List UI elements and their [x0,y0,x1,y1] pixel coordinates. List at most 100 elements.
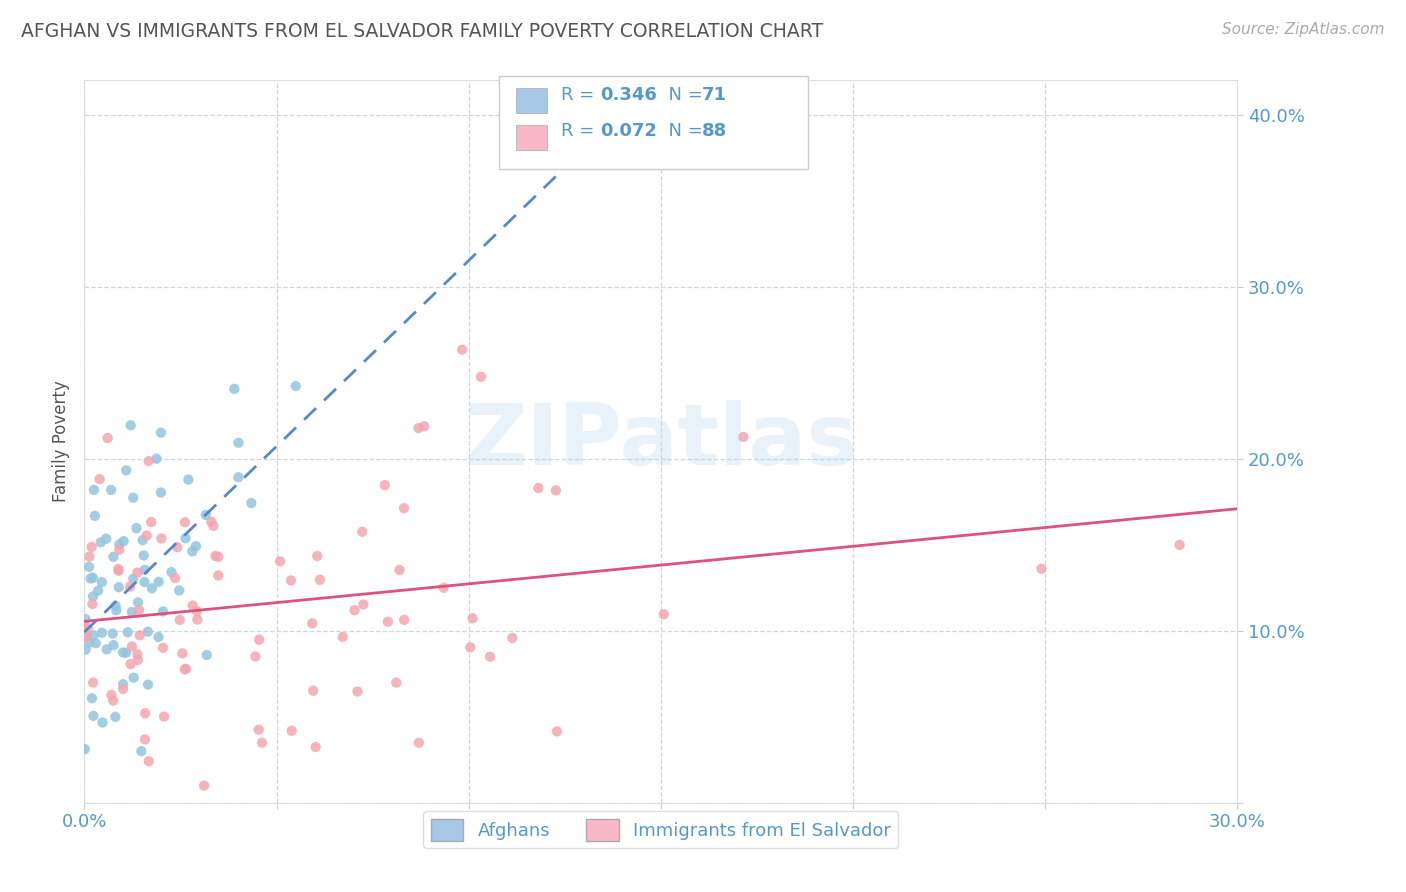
Point [120,418,142,433]
Point [352,524,374,539]
Point [202,519,225,533]
Point [127,566,149,580]
Point [302,683,325,698]
Point [120,580,142,594]
Point [90,535,112,549]
Point [280,574,302,588]
Point [167,583,190,598]
Point [153,709,176,723]
Point [546,724,568,739]
Point [101,626,124,640]
Point [108,580,131,594]
Point [76,631,98,645]
Point [172,647,194,661]
Text: N =: N = [657,86,709,103]
Point [75,642,97,657]
Y-axis label: Family Poverty: Family Poverty [52,381,70,502]
Point [145,451,167,466]
Point [207,568,229,582]
Point [184,539,207,553]
Point [245,649,267,664]
Text: 88: 88 [702,122,727,140]
Point [112,677,135,691]
Point [131,744,153,758]
Point [174,662,197,676]
Point [1168,538,1191,552]
Point [82,590,104,604]
Point [115,646,138,660]
Point [103,638,125,652]
Point [77,559,100,574]
Point [451,343,474,357]
Point [131,533,153,548]
Point [82,597,104,611]
Point [224,382,246,396]
Point [186,604,208,618]
Point [408,421,430,435]
Text: 0.346: 0.346 [600,86,657,103]
Point [104,599,127,613]
Point [73,617,96,632]
Text: R =: R = [561,122,600,140]
Point [194,508,217,522]
Point [160,565,183,579]
Point [141,515,163,529]
Point [107,564,129,578]
Point [96,642,118,657]
Point [108,537,131,551]
Point [733,430,755,444]
Point [652,607,675,622]
Text: ZIPatlas: ZIPatlas [464,400,858,483]
Point [138,454,160,468]
Point [132,549,155,563]
Point [200,515,222,529]
Text: R =: R = [561,86,600,103]
Point [479,649,502,664]
Point [82,571,104,585]
Point [181,599,204,613]
Point [79,549,101,564]
Point [125,521,148,535]
Point [152,640,174,655]
Point [90,575,112,590]
Point [392,613,415,627]
Point [122,671,145,685]
Point [76,629,98,643]
Point [83,628,105,642]
Point [120,657,142,671]
Point [385,675,408,690]
Point [84,636,107,650]
Point [352,598,374,612]
Point [75,612,97,626]
Point [165,571,187,585]
Text: Source: ZipAtlas.com: Source: ZipAtlas.com [1222,22,1385,37]
Point [122,572,145,586]
Point [433,581,456,595]
Legend: Afghans, Immigrants from El Salvador: Afghans, Immigrants from El Salvador [423,812,898,848]
Point [112,534,135,549]
Text: 0.072: 0.072 [600,122,657,140]
Point [461,611,484,625]
Point [73,742,96,756]
Point [247,632,270,647]
Point [193,779,215,793]
Point [141,582,163,596]
Point [121,640,143,654]
Point [247,723,270,737]
Point [470,369,492,384]
Point [127,595,149,609]
Point [173,516,195,530]
Text: N =: N = [657,122,709,140]
Point [304,739,326,754]
Point [149,485,172,500]
Point [374,478,396,492]
Point [1031,562,1053,576]
Point [107,562,129,576]
Point [332,630,354,644]
Point [83,483,105,497]
Point [136,624,159,639]
Point [105,603,128,617]
Point [343,603,366,617]
Point [122,491,145,505]
Point [117,625,139,640]
